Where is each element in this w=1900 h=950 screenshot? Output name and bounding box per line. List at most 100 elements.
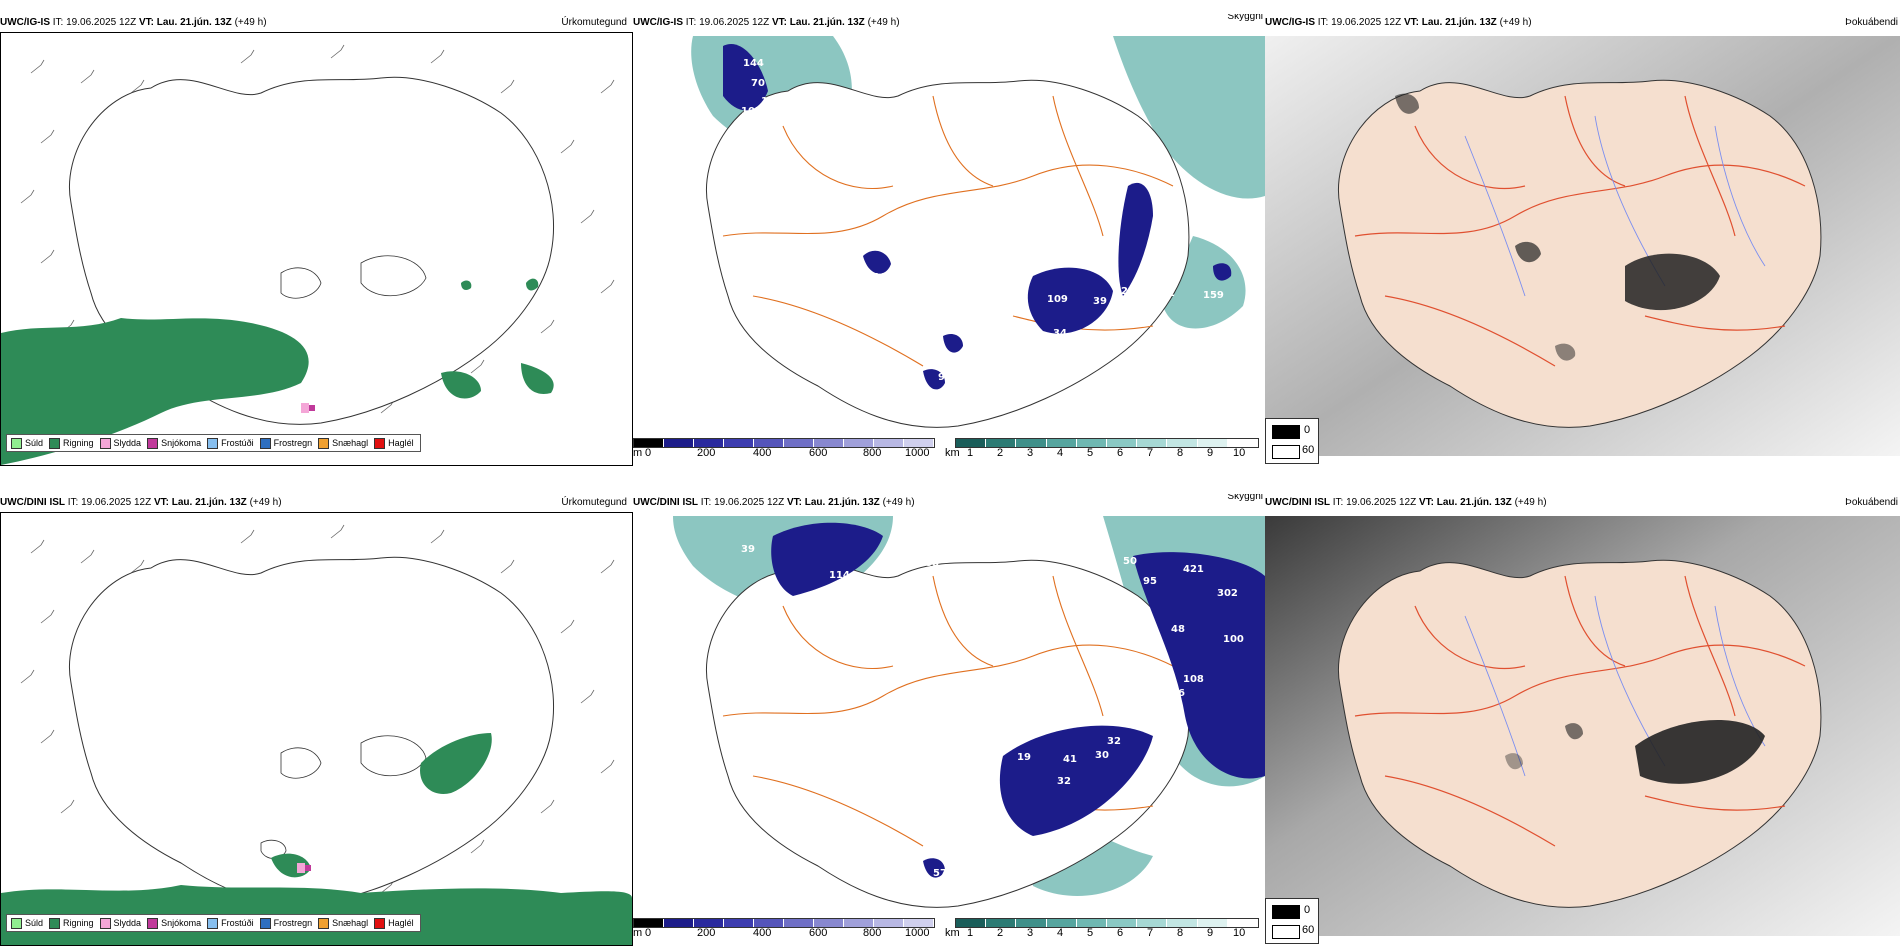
panel-field-name: Skyggni xyxy=(1227,494,1263,502)
ceiling-label: 20 xyxy=(845,612,859,623)
panel-field-name: Þokuábendi xyxy=(1845,497,1898,508)
colorbar-bin xyxy=(634,439,664,447)
wind-barbs xyxy=(20,524,615,894)
colorbar-bin xyxy=(664,439,694,447)
colorbar-tick: 600 xyxy=(809,447,828,459)
legend-item: Súld xyxy=(11,915,43,931)
colorbar-tick: 1 xyxy=(967,447,974,459)
ceiling-label: 48 xyxy=(1171,624,1185,635)
colorbar-tick: 7 xyxy=(1147,927,1154,939)
colorbar-tick: 9 xyxy=(1207,447,1214,459)
colorbar-tick: 3 xyxy=(1027,927,1034,939)
colorbar-tick: 200 xyxy=(697,447,716,459)
colorbar-bin xyxy=(634,919,664,927)
ceiling-label: 70 xyxy=(1171,196,1185,207)
legend-item: Frostúði xyxy=(207,435,254,451)
panel-title: UWC/DINI ISL IT: 19.06.2025 12Z VT: Lau.… xyxy=(633,497,915,508)
ceiling-label: 38 xyxy=(933,400,947,411)
ceiling-label: 34 xyxy=(1053,328,1067,339)
fog-key-label: 0 xyxy=(1304,904,1311,916)
panel-field-name: Skyggni xyxy=(1227,14,1263,22)
colorbar-tick: 6 xyxy=(1117,927,1124,939)
ceiling-label: 197 xyxy=(841,600,862,611)
legend-item: Slydda xyxy=(99,915,141,931)
colorbar-bin xyxy=(1167,439,1198,447)
precip-snow-sleet-spot xyxy=(301,403,315,413)
ceiling-label: 109 xyxy=(1047,294,1068,305)
colorbar-bin xyxy=(724,919,754,927)
precip-type-map-top: UWC/IG-IS IT: 19.06.2025 12Z VT: Lau. 21… xyxy=(0,14,633,466)
colorbar-tick: 8 xyxy=(1177,927,1184,939)
road-network xyxy=(1354,95,1806,367)
map-canvas xyxy=(1265,516,1900,936)
colorbar-bin xyxy=(986,439,1017,447)
legend-swatch xyxy=(147,437,159,449)
fog-key-label: 0 xyxy=(1304,424,1311,436)
ceiling-label: 57 xyxy=(933,868,947,879)
legend-swatch xyxy=(147,917,159,929)
colorbar-bin xyxy=(956,919,987,927)
colorbar-tick: 5 xyxy=(1087,927,1094,939)
precip-type-map-bottom: UWC/DINI ISL IT: 19.06.2025 12Z VT: Lau.… xyxy=(0,494,633,946)
panel-title: UWC/DINI ISL IT: 19.06.2025 12Z VT: Lau.… xyxy=(0,497,282,508)
ceiling-height-labels: 39 114 88 197 20 50 95 421 302 48 100 10… xyxy=(741,544,1244,879)
ceiling-label: 39 xyxy=(741,544,755,555)
legend-item: Súld xyxy=(11,435,43,451)
legend-swatch xyxy=(207,437,219,449)
legend-item: Snæhagl xyxy=(318,915,368,931)
fog-dense-areas xyxy=(1395,93,1720,361)
colorbar-tick: 5 xyxy=(1087,447,1094,459)
colorbar-bin xyxy=(784,919,814,927)
ceiling-label: 55 xyxy=(1165,710,1179,721)
ceiling-label: 95 xyxy=(938,372,952,383)
map-canvas xyxy=(1265,36,1900,456)
fog-key-swatch-dark xyxy=(1272,425,1300,439)
legend-item: Haglél xyxy=(374,915,414,931)
colorbar-tick: 400 xyxy=(753,927,772,939)
colorbar-tick: 4 xyxy=(1057,927,1064,939)
colorbar-unit: km xyxy=(945,927,960,939)
ceiling-colorbar: m 0 200 400 600 800 1000 xyxy=(633,438,943,464)
panel-title: UWC/DINI ISL IT: 19.06.2025 12Z VT: Lau.… xyxy=(1265,497,1547,508)
colorbar-unit: m xyxy=(633,927,643,939)
ceiling-colorbar: m 0 200 400 600 800 1000 xyxy=(633,918,943,944)
ceiling-height-labels: 144 70 105 131 161 106 102 155 109 39 34… xyxy=(739,58,1224,411)
ceiling-label: 86 xyxy=(1171,688,1185,699)
ceiling-label: 70 xyxy=(751,78,765,89)
legend-item: Frostregn xyxy=(259,915,312,931)
panel-field-name: Úrkomutegund xyxy=(561,17,627,28)
legend-item: Frostregn xyxy=(259,435,312,451)
colorbar-tick: 400 xyxy=(753,447,772,459)
ceiling-label: 86 xyxy=(1039,714,1053,725)
fog-key-label: 60 xyxy=(1302,924,1315,936)
map-canvas xyxy=(1,44,615,465)
iceland-outline xyxy=(69,556,555,905)
ceiling-label: 32 xyxy=(1107,736,1121,747)
fog-scale-key: 0 60 xyxy=(1265,898,1319,944)
colorbar-bin xyxy=(904,439,934,447)
colorbar-bin xyxy=(904,919,934,927)
colorbar-bin xyxy=(844,919,874,927)
colorbar-unit: km xyxy=(945,447,960,459)
ceiling-label: 124 xyxy=(1153,738,1174,749)
colorbar-tick: 800 xyxy=(863,447,882,459)
colorbar-bin xyxy=(1197,919,1228,927)
legend-swatch xyxy=(11,437,22,449)
visibility-field xyxy=(673,516,1265,896)
fog-key-swatch-dark xyxy=(1272,905,1300,919)
legend-swatch xyxy=(49,917,61,929)
road-network xyxy=(722,575,1174,847)
colorbar-unit: m xyxy=(633,447,643,459)
legend-item: Snæhagl xyxy=(318,435,368,451)
colorbar-tick: 1 xyxy=(967,927,974,939)
panel-field-name: Þokuábendi xyxy=(1845,17,1898,28)
ceiling-label: 42 xyxy=(1161,288,1175,299)
ceiling-label: 95 xyxy=(1143,576,1157,587)
colorbar-tick: 6 xyxy=(1117,447,1124,459)
map-canvas: 39 114 88 197 20 50 95 421 302 48 100 10… xyxy=(673,516,1265,908)
colorbar-bin xyxy=(1137,919,1168,927)
precip-type-legend: Súld Rigning Slydda Snjókoma Frostúði Fr… xyxy=(6,914,421,932)
colorbar-bin xyxy=(1076,919,1108,927)
ceiling-label: 64 xyxy=(1169,216,1183,227)
map-frame xyxy=(0,512,633,946)
